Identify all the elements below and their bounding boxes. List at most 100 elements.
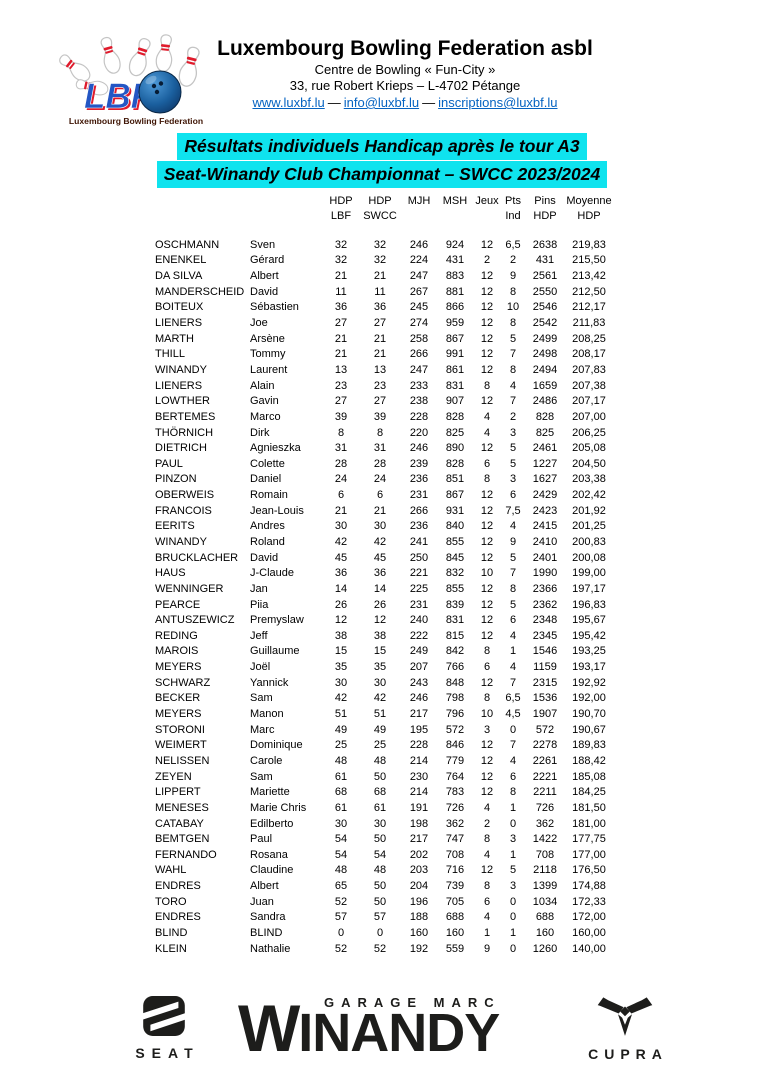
table-cell: 212,50 <box>572 285 606 298</box>
player-last-name: FRANCOIS <box>155 504 212 517</box>
table-cell: 831 <box>445 379 465 392</box>
table-cell: 2345 <box>532 629 558 642</box>
table-cell: 25 <box>373 739 387 752</box>
table-cell: 1990 <box>532 567 558 580</box>
player-first-name: Marco <box>250 410 281 423</box>
table-cell: 188 <box>409 911 429 924</box>
seat-logo: SEAT <box>118 996 210 1061</box>
table-cell: 883 <box>445 270 465 283</box>
table-cell: 7,5 <box>505 504 521 517</box>
player-first-name: Jan <box>250 582 268 595</box>
table-cell: 160,00 <box>572 927 606 939</box>
table-row: FERNANDO Rosana 54 54 202 708 4 1 708 177,00 <box>155 847 612 863</box>
table-cell: 51 <box>373 708 387 721</box>
table-cell: 2315 <box>532 676 558 689</box>
table-row: REDING Jeff 38 38 222 815 12 4 2345 195,42 <box>155 628 612 644</box>
table-cell: 708 <box>445 848 465 861</box>
table-cell: 2278 <box>532 739 558 752</box>
table-cell: 6 <box>483 661 491 674</box>
table-cell: 5 <box>509 551 517 564</box>
table-cell: 196,83 <box>572 598 606 611</box>
player-last-name: EERITS <box>155 520 195 533</box>
table-cell: 247 <box>409 363 429 376</box>
table-row: MAROIS Guillaume 15 15 249 842 8 1 1546 193,25 <box>155 644 612 660</box>
table-cell: 219,83 <box>572 238 606 251</box>
email-link[interactable]: info@luxbf.lu <box>343 95 420 110</box>
table-cell: 215,50 <box>572 254 606 267</box>
table-cell: 233 <box>409 379 429 392</box>
player-last-name: MAROIS <box>155 645 199 658</box>
table-cell: 207,17 <box>572 395 606 408</box>
player-first-name: Sam <box>250 692 273 705</box>
inscriptions-link[interactable]: inscriptions@luxbf.lu <box>438 95 558 110</box>
table-cell: 6 <box>337 489 345 502</box>
table-cell: 839 <box>445 598 465 611</box>
player-last-name: BOITEUX <box>155 301 204 314</box>
table-row: LIENERS Joe 27 27 274 959 12 8 2542 211,83 <box>155 315 612 331</box>
table-cell: 2461 <box>532 442 558 455</box>
table-cell: 907 <box>445 395 465 408</box>
link-separator: — <box>422 95 436 110</box>
website-link[interactable]: www.luxbf.lu <box>252 95 325 110</box>
player-first-name: Roland <box>250 535 285 548</box>
table-cell: 1546 <box>532 645 558 658</box>
player-first-name: Albert <box>250 270 279 283</box>
table-cell: 6 <box>483 895 491 908</box>
table-cell: 0 <box>509 723 517 736</box>
table-cell: 36 <box>373 301 387 314</box>
table-cell: 42 <box>334 692 348 705</box>
table-cell: 12 <box>480 582 494 595</box>
table-row: BOITEUX Sébastien 36 36 245 866 12 10 2546 212,17 <box>155 300 612 316</box>
table-cell: 26 <box>334 598 348 611</box>
table-cell: 196 <box>409 895 429 908</box>
table-cell: 32 <box>373 254 387 267</box>
table-cell: 192 <box>409 942 429 955</box>
table-cell: 28 <box>373 457 387 470</box>
table-cell: 1 <box>509 848 517 861</box>
table-cell: 31 <box>373 442 387 455</box>
table-cell: 21 <box>334 270 348 283</box>
table-cell: 176,50 <box>572 864 606 877</box>
table-cell: 38 <box>334 629 348 642</box>
table-cell: 828 <box>535 410 555 423</box>
table-cell: 172,33 <box>572 895 606 908</box>
table-cell: 12 <box>480 332 494 345</box>
player-first-name: Jeff <box>250 629 268 642</box>
player-first-name: Nathalie <box>250 942 291 955</box>
table-cell: 42 <box>373 692 387 705</box>
table-cell: 184,25 <box>572 786 606 799</box>
table-cell: 855 <box>445 582 465 595</box>
table-cell: 12 <box>480 489 494 502</box>
player-last-name: NELISSEN <box>155 754 210 767</box>
lbf-logo: LBF LBF Luxembourg Bowling Federation <box>56 33 204 126</box>
table-cell: 228 <box>409 410 429 423</box>
table-cell: 3 <box>509 426 517 439</box>
table-cell: 10 <box>480 708 494 721</box>
table-cell: 48 <box>373 864 387 877</box>
table-cell: 766 <box>445 661 465 674</box>
player-first-name: Alain <box>250 379 275 392</box>
column-header: Jeux <box>475 195 499 207</box>
table-cell: 840 <box>445 520 465 533</box>
table-cell: 5 <box>509 442 517 455</box>
table-cell: 214 <box>409 786 429 799</box>
table-cell: 54 <box>334 833 348 846</box>
table-cell: 924 <box>445 238 465 251</box>
table-cell: 181,00 <box>572 817 606 830</box>
table-cell: 12 <box>480 520 494 533</box>
table-cell: 200,83 <box>572 535 606 548</box>
player-last-name: LIPPERT <box>155 786 201 799</box>
seat-s-icon <box>141 996 187 1036</box>
table-cell: 38 <box>373 629 387 642</box>
table-cell: 241 <box>409 535 429 548</box>
table-cell: 1627 <box>532 473 558 486</box>
table-cell: 6,5 <box>505 238 521 251</box>
table-cell: 39 <box>334 410 348 423</box>
column-header: HDP LBF <box>329 195 353 222</box>
table-row: ZEYEN Sam 61 50 230 764 12 6 2221 185,08 <box>155 769 612 785</box>
table-cell: 8 <box>483 833 491 846</box>
table-cell: 245 <box>409 301 429 314</box>
table-cell: 208,25 <box>572 332 606 345</box>
table-row: CATABAY Edilberto 30 30 198 362 2 0 362 181,00 <box>155 816 612 832</box>
player-last-name: WENNINGER <box>155 582 224 595</box>
